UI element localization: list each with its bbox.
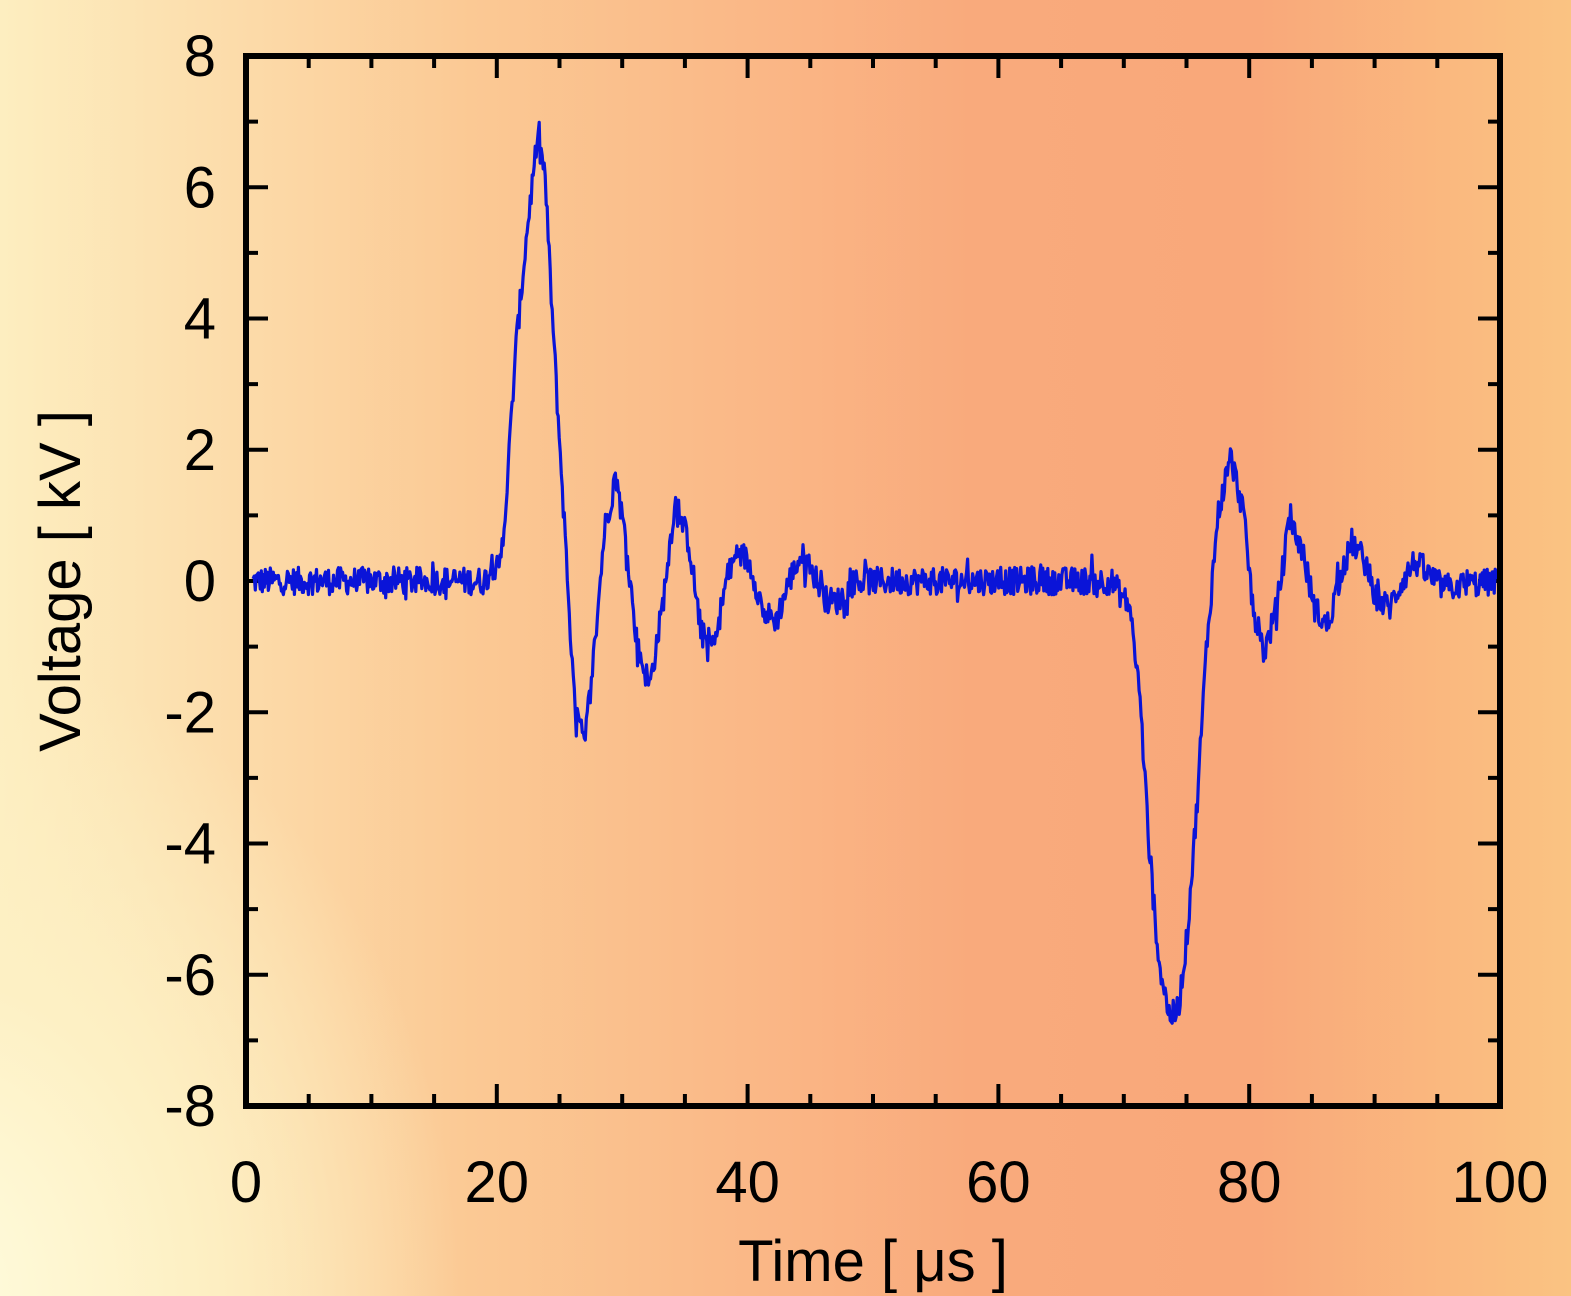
x-tick-label: 0	[230, 1150, 262, 1215]
x-tick-label: 60	[966, 1150, 1031, 1215]
y-tick-label: -8	[164, 1074, 216, 1139]
y-tick-label: 6	[184, 155, 216, 220]
y-tick-label: -2	[164, 680, 216, 745]
x-tick-label: 100	[1452, 1150, 1549, 1215]
x-tick-label: 80	[1217, 1150, 1282, 1215]
y-tick-labels: 8 6 4 2 0 -2 -4 -6 -8	[164, 24, 216, 1139]
x-tick-label: 40	[715, 1150, 780, 1215]
x-axis-title: Time [ μs ]	[738, 1229, 1008, 1294]
x-tick-labels: 0 20 40 60 80 100	[230, 1150, 1549, 1215]
y-tick-label: 8	[184, 24, 216, 89]
voltage-series-line	[251, 120, 1499, 1025]
y-tick-label: 2	[184, 418, 216, 483]
y-tick-label: -4	[164, 812, 216, 877]
x-tick-label: 20	[465, 1150, 530, 1215]
y-tick-label: 0	[184, 549, 216, 614]
y-tick-label: 4	[184, 287, 216, 352]
y-tick-label: -6	[164, 943, 216, 1008]
plot-frame	[243, 53, 1503, 1109]
y-axis-title: Voltage [ kV ]	[28, 410, 93, 752]
